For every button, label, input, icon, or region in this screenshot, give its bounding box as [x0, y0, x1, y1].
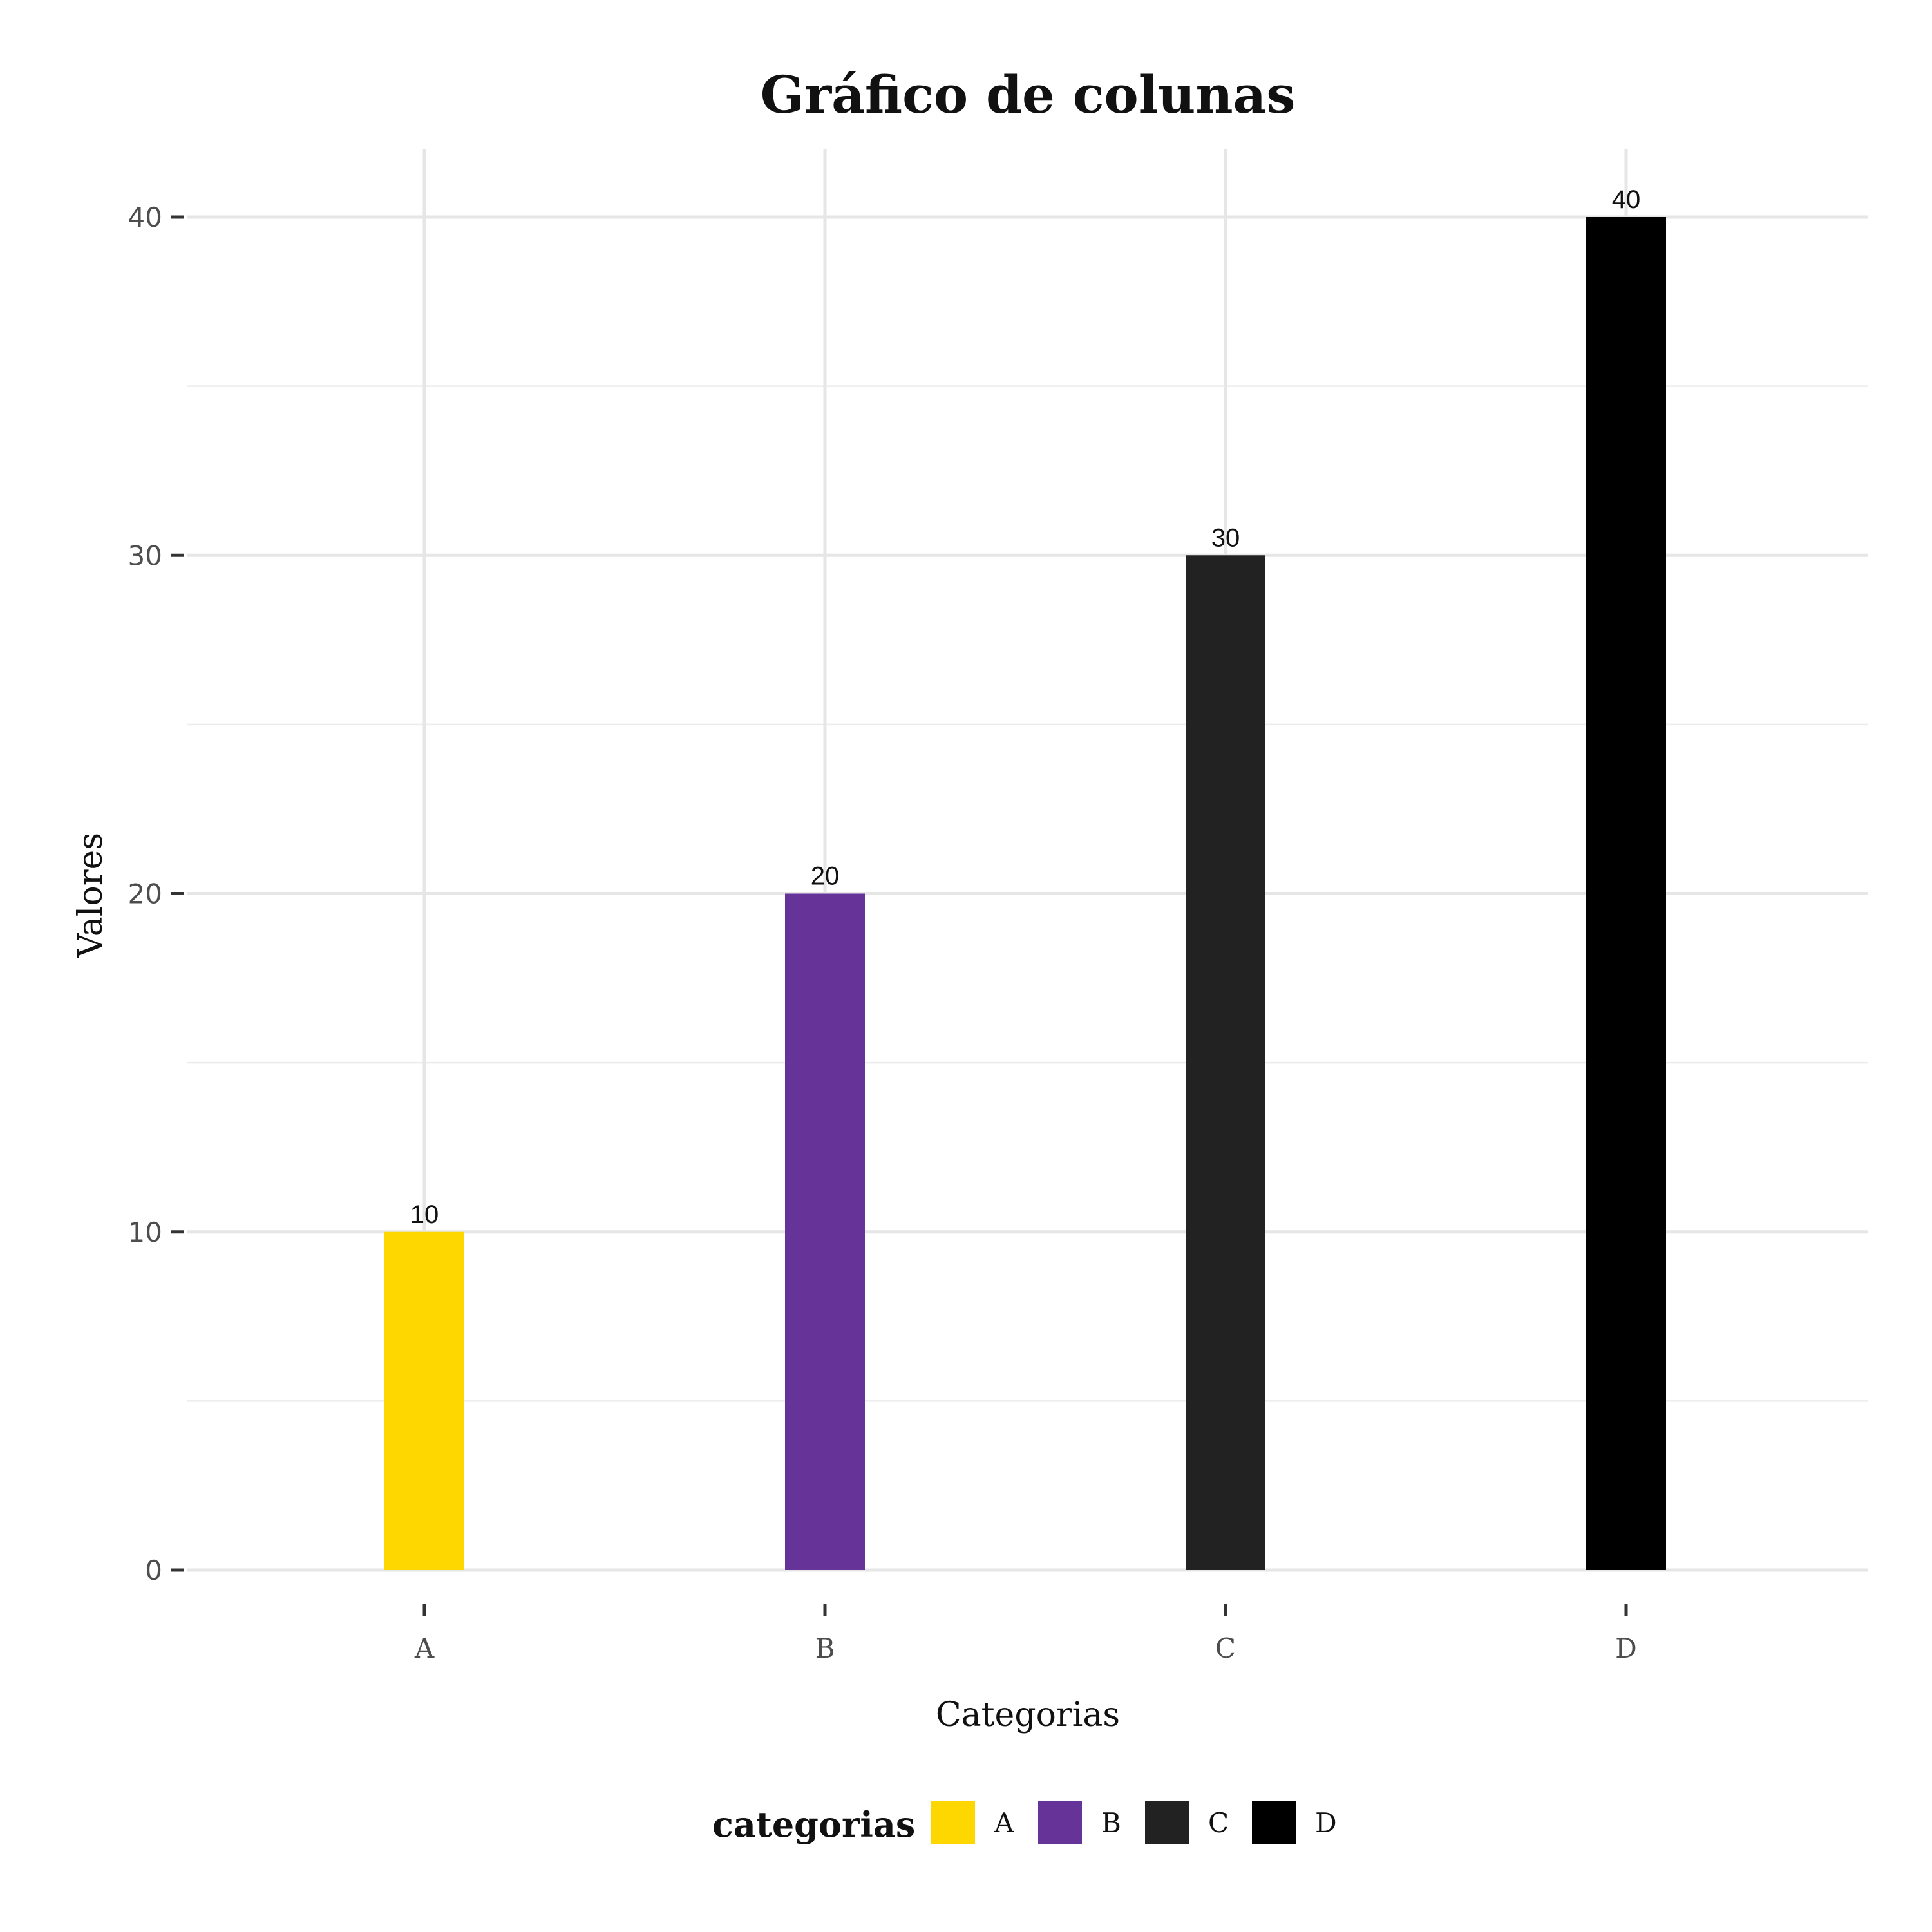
bar-b [785, 893, 865, 1570]
legend: categorias A B C D [712, 1801, 1337, 1845]
data-label: 40 [1612, 185, 1641, 214]
chart-title: Gráfico de colunas [761, 64, 1296, 125]
y-axis-title: Valores [71, 833, 110, 958]
x-tick-label: A [414, 1633, 435, 1664]
y-tick-label: 10 [128, 1217, 162, 1248]
data-label: 10 [410, 1200, 439, 1229]
bar-c [1186, 555, 1265, 1570]
bar-a [384, 1231, 464, 1570]
legend-label: C [1208, 1807, 1229, 1839]
x-axis: A B C D [414, 1604, 1637, 1664]
legend-key-a [931, 1801, 975, 1844]
x-tick-label: B [815, 1633, 835, 1664]
x-tick-label: C [1215, 1633, 1236, 1664]
legend-label: A [994, 1807, 1014, 1839]
bars [384, 217, 1666, 1570]
data-label: 20 [811, 862, 840, 891]
legend-title: categorias [712, 1804, 915, 1845]
legend-key-d [1252, 1801, 1296, 1844]
y-tick-label: 20 [128, 878, 162, 910]
legend-label: B [1101, 1807, 1121, 1839]
legend-key-b [1038, 1801, 1082, 1844]
legend-label: D [1315, 1807, 1337, 1839]
bar-d [1586, 217, 1666, 1570]
data-labels: 10 20 30 40 [410, 185, 1641, 1229]
y-tick-label: 30 [128, 540, 162, 571]
y-tick-label: 40 [128, 202, 162, 233]
x-axis-title: Categorias [936, 1696, 1120, 1734]
legend-key-c [1145, 1801, 1189, 1844]
x-tick-label: D [1615, 1633, 1637, 1664]
y-tick-label: 0 [145, 1555, 162, 1586]
data-label: 30 [1211, 524, 1240, 552]
y-axis: 0 10 20 30 40 [128, 202, 184, 1586]
